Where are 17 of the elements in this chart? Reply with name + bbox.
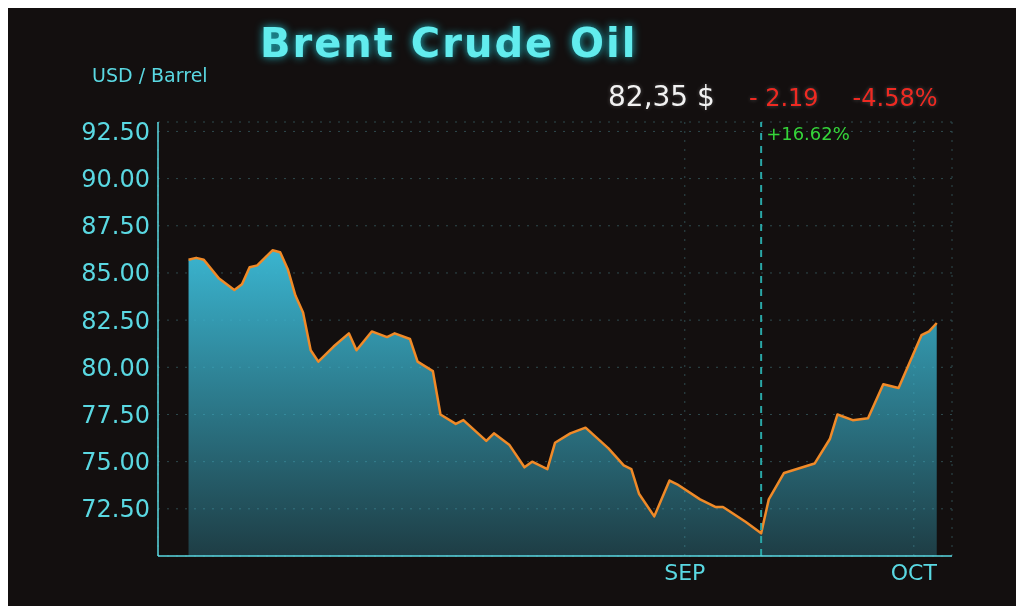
y-tick-label: 72.50	[81, 495, 150, 524]
text: 82,35 $	[608, 80, 715, 113]
y-tick-label: 77.50	[81, 401, 150, 429]
y-tick-label: 92.50	[81, 117, 150, 146]
chart-title: Brent Crude Oil	[260, 20, 638, 66]
y-axis-title: USD / Barrel	[92, 64, 208, 86]
y-tick-label: 85.00	[81, 259, 150, 288]
y-tick-label: 80.00	[81, 353, 150, 382]
y-tick-label: 82.50	[81, 306, 150, 335]
x-tick-label: OCT	[890, 559, 938, 585]
y-tick-label: 90.00	[81, 165, 150, 194]
x-tick-label: SEP	[664, 559, 706, 585]
text: - 2.19	[748, 84, 819, 112]
ref-line-label: +16.62%	[766, 122, 850, 144]
text: -4.58%	[852, 84, 938, 112]
y-tick-label: 87.50	[81, 212, 150, 241]
y-tick-label: 75.00	[81, 448, 150, 477]
